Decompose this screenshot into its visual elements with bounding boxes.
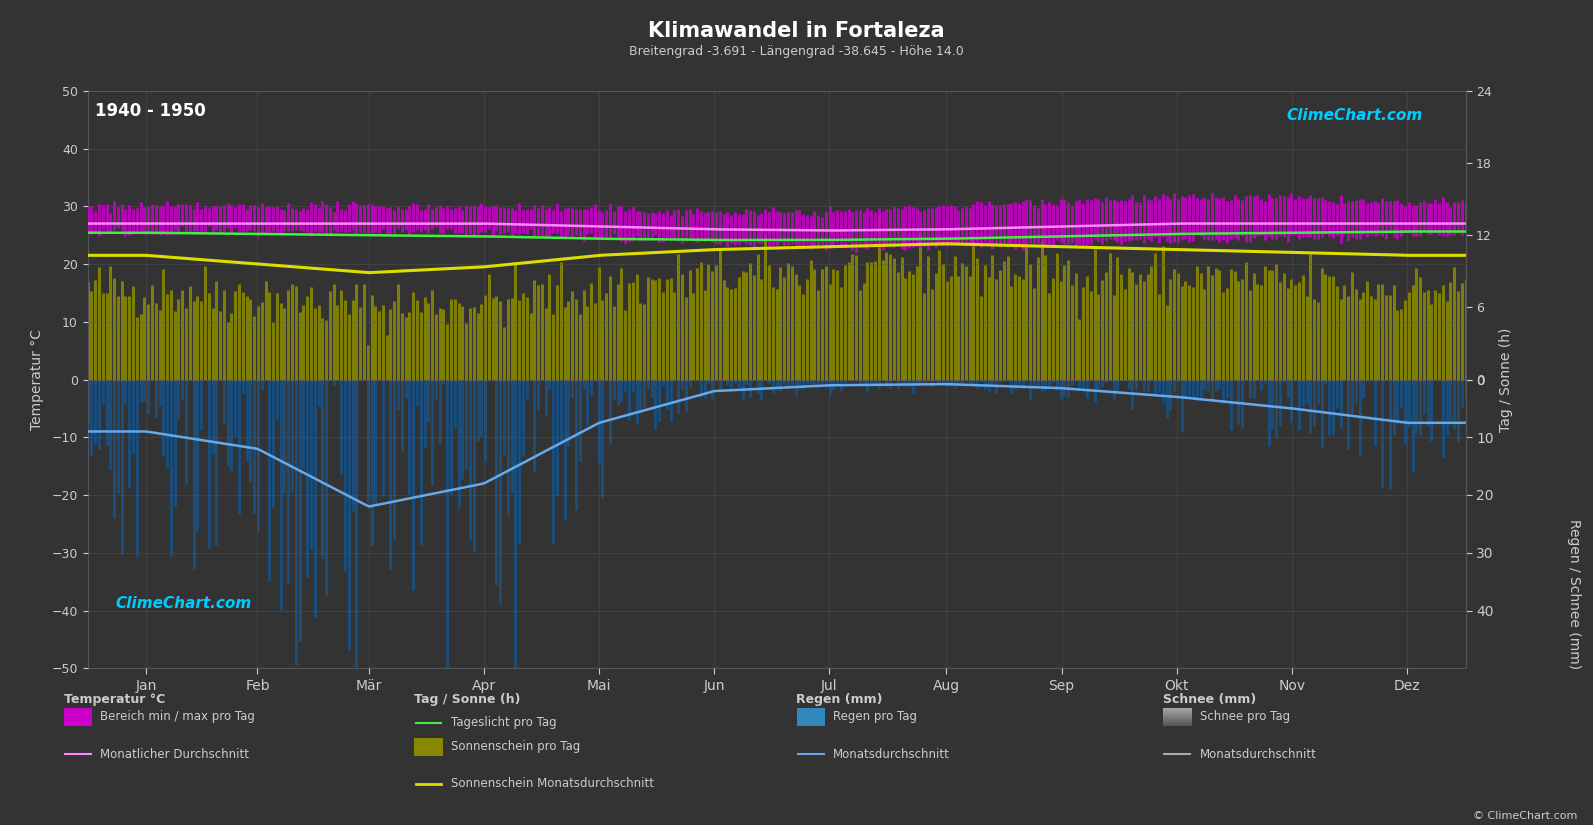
Text: Schnee (mm): Schnee (mm) — [1163, 693, 1257, 706]
Text: ClimeChart.com: ClimeChart.com — [115, 596, 252, 610]
Text: Tageslicht pro Tag: Tageslicht pro Tag — [451, 716, 556, 729]
Text: Sonnenschein Monatsdurchschnitt: Sonnenschein Monatsdurchschnitt — [451, 777, 653, 790]
Text: Klimawandel in Fortaleza: Klimawandel in Fortaleza — [648, 21, 945, 40]
Y-axis label: Temperatur °C: Temperatur °C — [30, 329, 45, 430]
Text: Tag / Sonne (h): Tag / Sonne (h) — [414, 693, 521, 706]
Text: Monatsdurchschnitt: Monatsdurchschnitt — [1200, 747, 1316, 761]
Text: © ClimeChart.com: © ClimeChart.com — [1472, 811, 1577, 821]
Text: Regen pro Tag: Regen pro Tag — [833, 710, 918, 724]
Text: Breitengrad -3.691 - Längengrad -38.645 - Höhe 14.0: Breitengrad -3.691 - Längengrad -38.645 … — [629, 45, 964, 59]
Text: Regen (mm): Regen (mm) — [796, 693, 883, 706]
Text: Monatsdurchschnitt: Monatsdurchschnitt — [833, 747, 949, 761]
Text: 1940 - 1950: 1940 - 1950 — [94, 102, 205, 120]
Text: ClimeChart.com: ClimeChart.com — [1287, 108, 1423, 123]
Y-axis label: Tag / Sonne (h): Tag / Sonne (h) — [1499, 328, 1513, 431]
Text: Temperatur °C: Temperatur °C — [64, 693, 166, 706]
Text: Monatlicher Durchschnitt: Monatlicher Durchschnitt — [100, 747, 250, 761]
Text: Schnee pro Tag: Schnee pro Tag — [1200, 710, 1290, 724]
Text: Bereich min / max pro Tag: Bereich min / max pro Tag — [100, 710, 255, 724]
Text: Sonnenschein pro Tag: Sonnenschein pro Tag — [451, 740, 580, 753]
Text: Regen / Schnee (mm): Regen / Schnee (mm) — [1568, 519, 1580, 669]
